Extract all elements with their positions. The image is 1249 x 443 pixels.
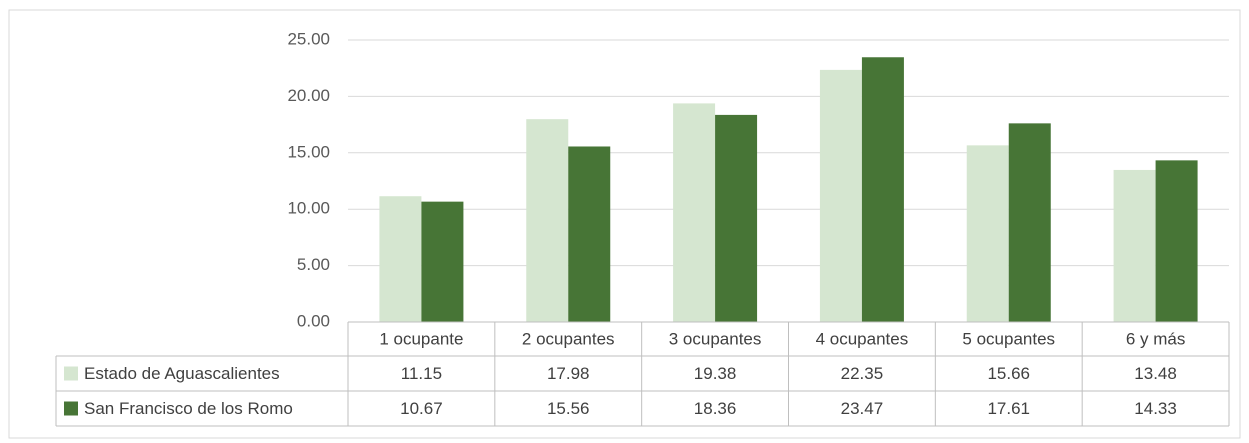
bar bbox=[673, 103, 716, 322]
table-value: 22.35 bbox=[841, 364, 884, 383]
table-value: 17.61 bbox=[987, 399, 1030, 418]
legend-swatch bbox=[64, 401, 78, 416]
bar bbox=[1008, 123, 1051, 323]
bar bbox=[1113, 169, 1156, 322]
table-value: 14.33 bbox=[1134, 399, 1177, 418]
x-tick-label: 5 ocupantes bbox=[962, 329, 1055, 348]
x-tick-label: 3 ocupantes bbox=[669, 329, 762, 348]
y-tick-label: 0.00 bbox=[297, 311, 330, 330]
table-value: 19.38 bbox=[694, 364, 737, 383]
table-value: 10.67 bbox=[400, 399, 443, 418]
bar bbox=[421, 201, 464, 322]
y-tick-label: 15.00 bbox=[287, 142, 330, 161]
table-value: 11.15 bbox=[401, 364, 442, 383]
table-value: 18.36 bbox=[694, 399, 737, 418]
x-tick-label: 2 ocupantes bbox=[522, 329, 615, 348]
x-tick-label: 6 y más bbox=[1126, 329, 1186, 348]
table-value: 13.48 bbox=[1134, 364, 1177, 383]
x-tick-label: 4 ocupantes bbox=[816, 329, 909, 348]
x-tick-label: 1 ocupante bbox=[379, 329, 463, 348]
bar bbox=[526, 119, 569, 322]
y-tick-label: 20.00 bbox=[287, 86, 330, 105]
table-value: 17.98 bbox=[547, 364, 590, 383]
y-tick-label: 5.00 bbox=[297, 255, 330, 274]
y-tick-label: 25.00 bbox=[287, 29, 330, 48]
legend-label: Estado de Aguascalientes bbox=[84, 364, 280, 383]
bar bbox=[379, 196, 422, 322]
legend-swatch bbox=[64, 366, 78, 381]
bar bbox=[1155, 160, 1198, 322]
bar bbox=[568, 146, 611, 322]
y-tick-label: 10.00 bbox=[287, 199, 330, 218]
legend-label: San Francisco de los Romo bbox=[84, 399, 293, 418]
table-value: 15.66 bbox=[987, 364, 1030, 383]
table-value: 15.56 bbox=[547, 399, 590, 418]
bar bbox=[819, 69, 862, 322]
bar bbox=[715, 114, 758, 322]
bar bbox=[861, 57, 904, 323]
table-value: 23.47 bbox=[841, 399, 884, 418]
bar bbox=[966, 145, 1009, 322]
